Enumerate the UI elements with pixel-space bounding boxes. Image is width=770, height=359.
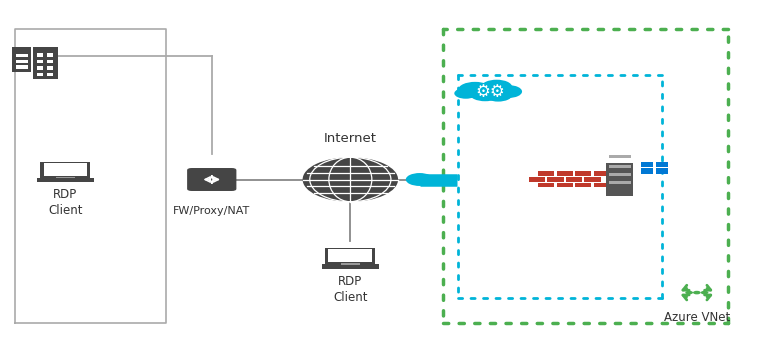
Circle shape <box>454 88 477 99</box>
Circle shape <box>693 291 701 294</box>
Bar <box>37 60 43 63</box>
Bar <box>538 183 554 187</box>
Bar <box>325 248 376 264</box>
Text: Azure VNet: Azure VNet <box>664 311 730 323</box>
Bar <box>37 66 43 70</box>
Bar <box>609 181 631 185</box>
Circle shape <box>481 80 512 94</box>
Bar <box>538 171 554 176</box>
Bar <box>37 53 43 57</box>
Bar <box>594 183 610 187</box>
Bar <box>16 65 28 69</box>
Bar <box>16 60 28 63</box>
Bar <box>47 60 53 63</box>
Circle shape <box>458 82 492 98</box>
Text: ⚙⚙: ⚙⚙ <box>476 83 505 101</box>
Bar <box>607 163 634 196</box>
Bar <box>584 177 601 182</box>
Bar <box>33 47 58 79</box>
Bar <box>44 163 88 176</box>
Text: Internet: Internet <box>324 132 377 145</box>
Text: RDP
Client: RDP Client <box>333 275 367 304</box>
Text: RDP
Client: RDP Client <box>49 188 82 218</box>
Bar <box>575 171 591 176</box>
Bar <box>609 165 631 168</box>
Bar <box>322 264 379 269</box>
Bar <box>557 183 573 187</box>
Bar <box>341 263 360 265</box>
Circle shape <box>303 157 398 202</box>
Bar <box>641 162 653 167</box>
Bar <box>641 168 653 174</box>
Bar <box>47 53 53 57</box>
Bar <box>566 177 582 182</box>
FancyBboxPatch shape <box>187 168 236 191</box>
Bar <box>41 162 91 178</box>
Bar <box>47 66 53 70</box>
Circle shape <box>685 291 693 294</box>
Bar <box>655 162 668 167</box>
Text: FW/Proxy/NAT: FW/Proxy/NAT <box>173 206 250 216</box>
Bar <box>655 168 668 174</box>
Bar <box>557 171 573 176</box>
Bar <box>12 47 31 72</box>
Bar <box>37 73 43 76</box>
Bar <box>16 54 28 57</box>
Bar <box>594 171 610 176</box>
Bar <box>575 183 591 187</box>
Bar <box>37 178 94 182</box>
Bar <box>609 173 631 176</box>
Circle shape <box>484 89 512 102</box>
Bar <box>328 249 372 262</box>
Bar <box>609 155 631 159</box>
Circle shape <box>470 87 500 101</box>
Circle shape <box>406 173 434 186</box>
Bar <box>47 73 53 76</box>
Bar <box>547 177 564 182</box>
Bar <box>56 177 75 178</box>
Bar <box>529 177 545 182</box>
Circle shape <box>494 85 522 98</box>
Circle shape <box>701 291 708 294</box>
